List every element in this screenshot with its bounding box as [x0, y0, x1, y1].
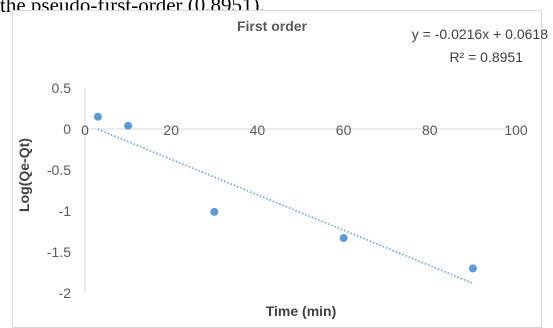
x-tick-label: 60 — [336, 122, 352, 138]
y-tick-label: -1.5 — [47, 244, 71, 260]
y-tick-label: 0 — [63, 121, 71, 137]
trendline — [97, 128, 474, 285]
data-point — [468, 264, 477, 273]
y-tick-label: -1 — [59, 203, 72, 219]
data-point — [210, 207, 219, 216]
chart-container — [12, 10, 542, 328]
y-axis-title: Log(Qe-Qt) — [16, 138, 32, 212]
x-tick-label: 80 — [422, 122, 438, 138]
axes — [84, 88, 516, 293]
trendline-equation: y = -0.0216x + 0.0618 — [412, 26, 548, 42]
x-tick-label: 40 — [250, 122, 266, 138]
y-tick-label: 0.5 — [52, 80, 72, 96]
x-tick-label: 100 — [504, 122, 528, 138]
y-tick-labels: 0.5 0 -0.5 -1 -1.5 -2 — [47, 80, 71, 301]
data-point — [93, 112, 102, 121]
y-tick-label: -2 — [59, 285, 72, 301]
x-tick-label: 20 — [163, 122, 179, 138]
data-point — [339, 234, 348, 243]
trendline-group — [97, 128, 474, 285]
x-tick-label: 0 — [81, 122, 89, 138]
y-tick-label: -0.5 — [47, 162, 71, 178]
r-squared-label: R² = 0.8951 — [449, 49, 523, 65]
data-point — [124, 121, 133, 130]
x-tick-labels: 0 20 40 60 80 100 — [81, 122, 528, 138]
x-axis-title: Time (min) — [266, 303, 337, 319]
data-points — [93, 112, 477, 273]
chart-title: First order — [237, 18, 308, 34]
